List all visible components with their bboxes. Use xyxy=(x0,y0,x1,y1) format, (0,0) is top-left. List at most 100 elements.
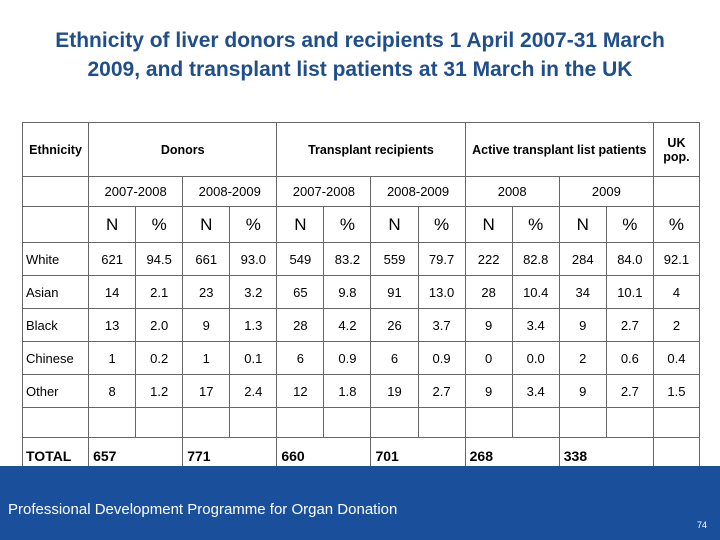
table-row: White 621 94.5 661 93.0 549 83.2 559 79.… xyxy=(21,242,701,276)
table-cell: 0.9 xyxy=(323,341,372,375)
table-cell: 12 xyxy=(276,374,325,408)
table-cell: 1.8 xyxy=(323,374,372,408)
table-cell: 9 xyxy=(558,374,607,408)
table-cell: 28 xyxy=(276,308,325,342)
table-cell: 2 xyxy=(652,308,701,342)
table-cell: 1.5 xyxy=(652,374,701,408)
table-row: Other 8 1.2 17 2.4 12 1.8 19 2.7 9 3.4 9… xyxy=(21,374,701,408)
table-cell: 94.5 xyxy=(135,242,184,276)
table-cell: 1.3 xyxy=(229,308,278,342)
table-cell: 10.4 xyxy=(511,275,560,309)
header-active-list: Active transplant list patients xyxy=(464,122,654,177)
table-cell: 1 xyxy=(88,341,137,375)
col-label: % xyxy=(323,206,372,243)
table-cell: 1.2 xyxy=(135,374,184,408)
table-cell: 4.2 xyxy=(323,308,372,342)
table-cell: 0 xyxy=(464,341,513,375)
col-label: N xyxy=(182,206,231,243)
header-row: Ethnicity Donors Transplant recipients A… xyxy=(21,122,701,177)
table-cell: 0.6 xyxy=(605,341,654,375)
period-recipients-2007: 2007-2008 xyxy=(276,176,372,207)
table-cell: 28 xyxy=(464,275,513,309)
table-cell: 0.2 xyxy=(135,341,184,375)
empty-cell xyxy=(323,407,372,438)
empty-cell xyxy=(558,407,607,438)
col-label: N xyxy=(276,206,325,243)
col-label: % xyxy=(605,206,654,243)
table-cell: 13.0 xyxy=(417,275,466,309)
col-label: N xyxy=(88,206,137,243)
table-cell: 82.8 xyxy=(511,242,560,276)
col-label: N xyxy=(558,206,607,243)
table-cell: 559 xyxy=(370,242,419,276)
table-cell: 284 xyxy=(558,242,607,276)
table-cell: 4 xyxy=(652,275,701,309)
empty-cell xyxy=(511,407,560,438)
col-label: N xyxy=(370,206,419,243)
table-cell: 2.1 xyxy=(135,275,184,309)
empty-cell xyxy=(229,407,278,438)
row-label: Black xyxy=(21,308,90,342)
table-cell: 549 xyxy=(276,242,325,276)
slide-title: Ethnicity of liver donors and recipients… xyxy=(55,29,665,81)
period-row: 2007-2008 2008-2009 2007-2008 2008-2009 … xyxy=(21,176,701,207)
table-cell: 1 xyxy=(182,341,231,375)
table-cell: 14 xyxy=(88,275,137,309)
table-cell: 0.1 xyxy=(229,341,278,375)
period-donors-2008: 2008-2009 xyxy=(182,176,278,207)
page-number: 74 xyxy=(696,520,707,530)
table-cell: 9 xyxy=(464,308,513,342)
table-cell: 3.4 xyxy=(511,308,560,342)
table-cell: 92.1 xyxy=(652,242,701,276)
table-cell: 661 xyxy=(182,242,231,276)
table-cell: 9.8 xyxy=(323,275,372,309)
empty-cell xyxy=(464,407,513,438)
table-row: Black 13 2.0 9 1.3 28 4.2 26 3.7 9 3.4 9… xyxy=(21,308,701,342)
table-cell: 2.0 xyxy=(135,308,184,342)
empty-cell xyxy=(88,407,137,438)
table-cell: 10.1 xyxy=(605,275,654,309)
table-cell: 621 xyxy=(88,242,137,276)
table-cell: 6 xyxy=(276,341,325,375)
header-ethnicity: Ethnicity xyxy=(21,122,90,177)
footer-text: Professional Development Programme for O… xyxy=(8,501,398,518)
table-cell: 2.7 xyxy=(417,374,466,408)
empty-cell xyxy=(652,407,701,438)
table-cell: 9 xyxy=(464,374,513,408)
period-uk-blank xyxy=(652,176,701,207)
empty-cell xyxy=(417,407,466,438)
empty-cell xyxy=(276,407,325,438)
table-cell: 2.4 xyxy=(229,374,278,408)
table-cell: 9 xyxy=(182,308,231,342)
col-label: % xyxy=(135,206,184,243)
footer-bar: Professional Development Programme for O… xyxy=(0,466,720,540)
table-cell: 23 xyxy=(182,275,231,309)
table-cell: 222 xyxy=(464,242,513,276)
empty-cell xyxy=(182,407,231,438)
col-label-row: N % N % N % N % N % N % % xyxy=(21,206,701,243)
table-cell: 0.4 xyxy=(652,341,701,375)
header-donors: Donors xyxy=(88,122,278,177)
table-cell: 2.7 xyxy=(605,308,654,342)
table-cell: 83.2 xyxy=(323,242,372,276)
empty-cell xyxy=(370,407,419,438)
table-row: Asian 14 2.1 23 3.2 65 9.8 91 13.0 28 10… xyxy=(21,275,701,309)
ethnicity-table: Ethnicity Donors Transplant recipients A… xyxy=(21,122,701,474)
empty-cell xyxy=(605,407,654,438)
period-active-2009: 2009 xyxy=(558,176,654,207)
table-cell: 84.0 xyxy=(605,242,654,276)
col-label: % xyxy=(229,206,278,243)
table-cell: 0.9 xyxy=(417,341,466,375)
table-cell: 3.4 xyxy=(511,374,560,408)
row-label: Asian xyxy=(21,275,90,309)
col-label: % xyxy=(652,206,701,243)
table-cell: 2 xyxy=(558,341,607,375)
header-uk-pop: UK pop. xyxy=(652,122,701,177)
table-row: Chinese 1 0.2 1 0.1 6 0.9 6 0.9 0 0.0 2 … xyxy=(21,341,701,375)
spacer-row xyxy=(21,407,701,438)
table-cell: 3.2 xyxy=(229,275,278,309)
col-label-blank xyxy=(21,206,90,243)
table-cell: 8 xyxy=(88,374,137,408)
empty-cell xyxy=(135,407,184,438)
table-cell: 9 xyxy=(558,308,607,342)
